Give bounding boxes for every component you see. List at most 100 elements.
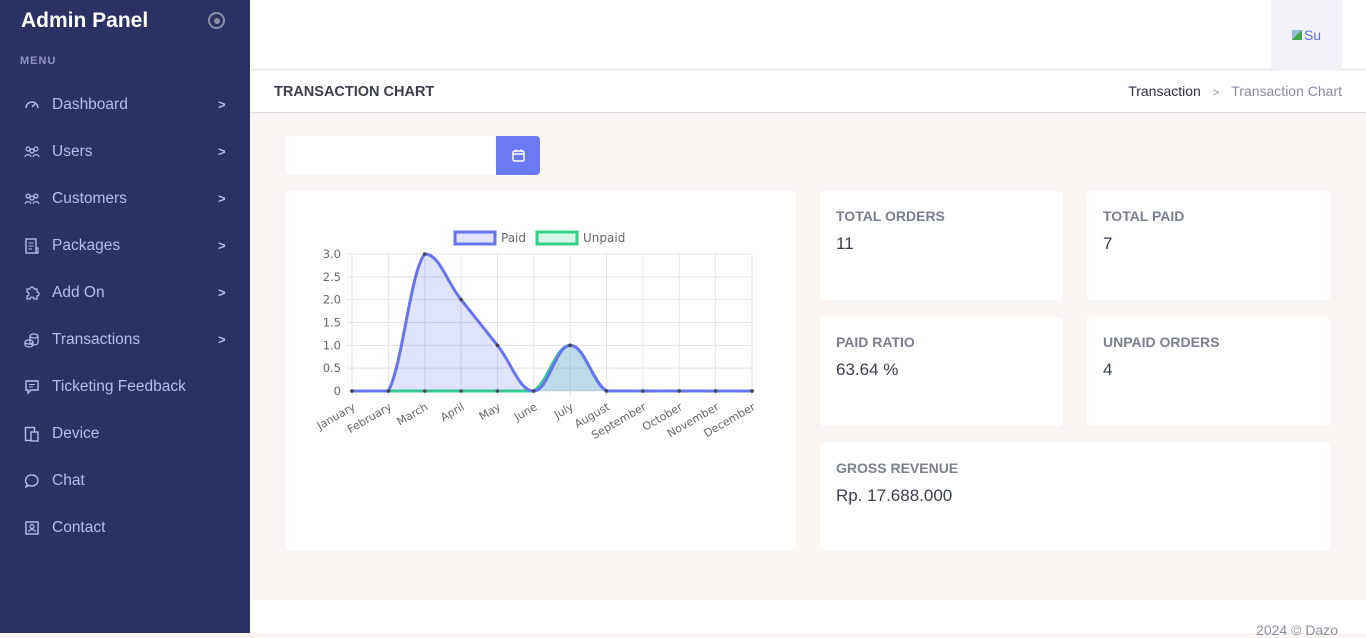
sidebar-item-label: Ticketing Feedback — [52, 377, 186, 395]
chevron-right-icon: > — [218, 144, 226, 159]
data-point-paid — [750, 389, 754, 393]
chevron-right-icon: > — [218, 238, 226, 253]
stat-card-total-orders: TOTAL ORDERS 11 — [820, 191, 1063, 300]
sidebar-item-users[interactable]: Users > — [0, 128, 250, 175]
sidebar-item-dashboard[interactable]: Dashboard > — [0, 81, 250, 128]
sidebar-item-ticketing-feedback[interactable]: Ticketing Feedback — [0, 363, 250, 410]
puzzle-icon — [24, 285, 40, 301]
y-tick-label: 3.0 — [323, 247, 341, 261]
stat-label: TOTAL ORDERS — [836, 208, 945, 224]
legend-swatch-unpaid — [535, 230, 579, 246]
y-tick-label: 2.5 — [323, 270, 341, 284]
calendar-icon — [511, 149, 525, 162]
brand-title: Admin Panel — [21, 9, 149, 32]
stat-card-unpaid-orders: UNPAID ORDERS 4 — [1087, 317, 1330, 426]
sidebar: Admin Panel MENU Dashboard > Users > Custome… — [0, 0, 250, 633]
sidebar-toggle-icon[interactable] — [208, 12, 225, 29]
sidebar-item-label: Add On — [52, 283, 105, 301]
data-point-unpaid — [495, 389, 500, 393]
users-icon — [24, 191, 40, 207]
legend-label-unpaid: Unpaid — [583, 231, 625, 245]
stat-value: 4 — [1103, 360, 1113, 379]
stat-card-total-paid: TOTAL PAID 7 — [1087, 191, 1330, 300]
sidebar-item-label: Chat — [52, 471, 85, 489]
message-square-icon — [24, 379, 40, 395]
sidebar-item-contact[interactable]: Contact — [0, 504, 250, 551]
stat-value: 63.64 % — [836, 360, 899, 379]
chevron-right-icon: > — [218, 97, 226, 112]
data-point-paid — [677, 389, 682, 393]
chevron-right-icon: > — [218, 191, 226, 206]
breadcrumb: Transaction > Transaction Chart — [1128, 83, 1342, 99]
sidebar-item-add-on[interactable]: Add On > — [0, 269, 250, 316]
menu-label: MENU — [20, 55, 57, 67]
data-point-unpaid — [459, 389, 463, 393]
sidebar-item-label: Device — [52, 424, 100, 442]
chevron-right-icon: > — [1212, 87, 1220, 99]
x-tick-label: April — [438, 400, 466, 424]
data-point-paid — [459, 297, 463, 302]
sidebar-item-label: Packages — [52, 236, 121, 254]
x-tick-label: June — [511, 400, 539, 424]
legend-label-paid: Paid — [501, 231, 526, 245]
devices-icon — [24, 426, 40, 442]
sidebar-item-label: Users — [52, 142, 93, 160]
data-point-paid — [641, 389, 645, 393]
data-point-paid — [422, 252, 427, 256]
legend-swatch-paid — [453, 230, 497, 246]
chevron-right-icon: > — [218, 332, 226, 347]
data-point-paid — [568, 343, 572, 348]
document-icon — [24, 237, 40, 254]
stat-card-gross-revenue: GROSS REVENUE Rp. 17.688.000 — [820, 443, 1330, 551]
footer: 2024 © Dazo — [250, 600, 1366, 638]
stat-value: 11 — [836, 234, 854, 253]
stat-label: UNPAID ORDERS — [1103, 334, 1220, 350]
sidebar-item-chat[interactable]: Chat — [0, 457, 250, 504]
data-point-paid — [495, 343, 500, 348]
data-point-paid — [350, 389, 354, 393]
stat-card-paid-ratio: PAID RATIO 63.64 % — [820, 317, 1063, 426]
chat-bubble-icon — [24, 473, 40, 489]
avatar[interactable]: Su — [1271, 0, 1342, 70]
data-point-unpaid — [422, 389, 427, 393]
calendar-button[interactable] — [496, 136, 540, 175]
users-icon — [24, 144, 40, 160]
y-tick-label: 1.5 — [323, 316, 341, 330]
y-tick-label: 1.0 — [323, 338, 341, 352]
sidebar-item-device[interactable]: Device — [0, 410, 250, 457]
sidebar-item-label: Contact — [52, 518, 106, 536]
page-header: TRANSACTION CHART Transaction > Transactio… — [250, 71, 1366, 113]
contact-card-icon — [24, 520, 40, 536]
sidebar-item-packages[interactable]: Packages > — [0, 222, 250, 269]
sidebar-item-transactions[interactable]: Transactions > — [0, 316, 250, 363]
data-point-paid — [604, 389, 609, 393]
data-point-paid — [532, 389, 536, 393]
breadcrumb-current: Transaction Chart — [1231, 83, 1342, 99]
sidebar-item-label: Transactions — [52, 330, 141, 348]
data-point-paid — [386, 389, 391, 393]
y-tick-label: 0 — [334, 384, 341, 398]
copyright: 2024 © Dazo — [1256, 622, 1338, 638]
topbar: Su — [250, 0, 1366, 70]
stat-label: TOTAL PAID — [1103, 208, 1185, 224]
y-tick-label: 0.5 — [323, 361, 341, 375]
coins-icon — [24, 332, 40, 348]
data-point-paid — [713, 389, 718, 393]
sidebar-item-label: Dashboard — [52, 95, 128, 113]
sidebar-item-label: Customers — [52, 189, 127, 207]
y-tick-label: 2.0 — [323, 293, 341, 307]
stat-label: GROSS REVENUE — [836, 460, 959, 476]
stat-label: PAID RATIO — [836, 334, 915, 350]
breadcrumb-transaction[interactable]: Transaction — [1128, 83, 1201, 99]
page-title: TRANSACTION CHART — [274, 84, 435, 100]
gauge-icon — [24, 97, 40, 113]
broken-image-icon — [1291, 30, 1302, 40]
x-tick-label: May — [477, 400, 504, 423]
date-input[interactable] — [286, 136, 496, 175]
stat-value: 7 — [1103, 234, 1113, 253]
chevron-right-icon: > — [218, 285, 226, 300]
sidebar-item-customers[interactable]: Customers > — [0, 175, 250, 222]
x-tick-label: March — [395, 400, 431, 428]
chart-card: 0 0.5 1.0 1.5 2.0 2.5 3.0 January February March A… — [286, 191, 796, 551]
